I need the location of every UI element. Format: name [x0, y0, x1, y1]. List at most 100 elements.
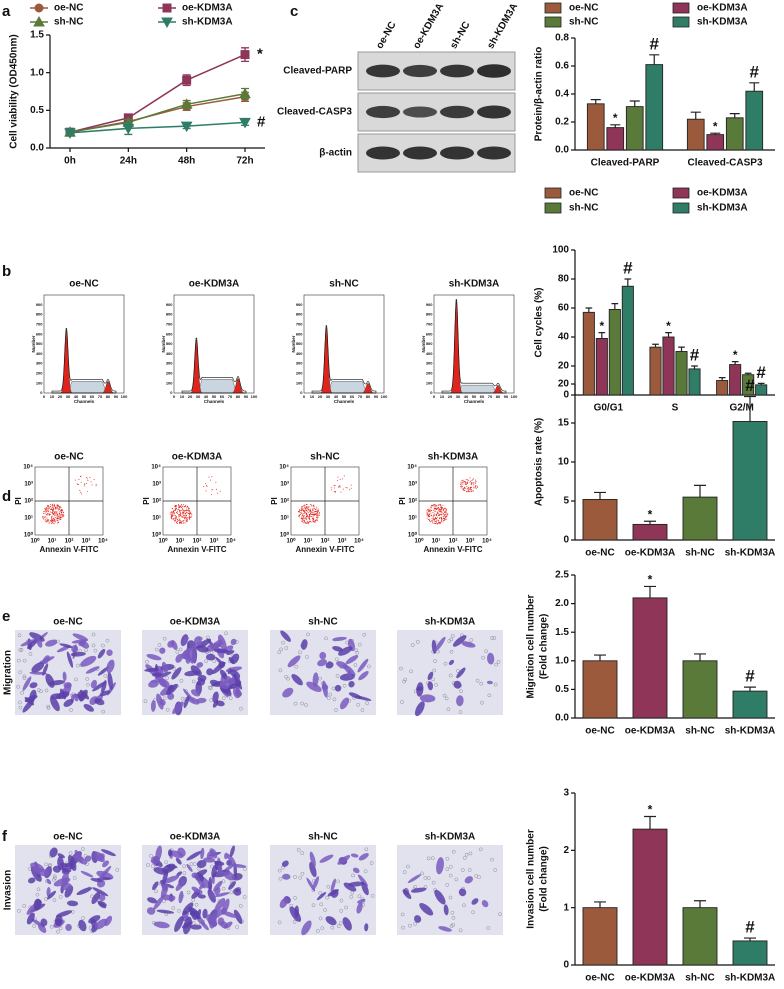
cell [319, 651, 327, 660]
scatter-dot [443, 507, 445, 509]
scatter-dot [313, 505, 315, 507]
error-bar [594, 901, 606, 908]
scatter-dot [467, 480, 469, 482]
pore [296, 847, 301, 852]
scatter-dot [46, 517, 48, 519]
scatter-y-tick: 10⁰ [280, 532, 290, 539]
scatter-dot [318, 509, 320, 511]
cell [427, 671, 434, 681]
scatter-dot [473, 482, 475, 484]
pore [324, 636, 328, 641]
pore [162, 636, 167, 641]
scatter-dot [464, 490, 466, 492]
pore [403, 677, 408, 682]
y-tick-label: 1.0 [30, 67, 44, 78]
cell [325, 661, 334, 669]
scatter-dot [59, 509, 61, 511]
pore [367, 664, 371, 669]
scatter-x-tick: 10³ [466, 538, 475, 545]
scatter-y-tick: 10² [152, 498, 161, 505]
pore [56, 929, 60, 934]
scatter-dot [315, 511, 317, 513]
pore [49, 924, 54, 929]
pore [458, 710, 463, 714]
scatter-dot [303, 515, 305, 517]
pore [370, 893, 375, 898]
scatter-dot [301, 521, 303, 523]
scatter-dot [439, 521, 441, 523]
scatter-dot [182, 513, 184, 515]
significance: # [623, 258, 633, 277]
pore [279, 647, 284, 652]
bar [608, 309, 621, 396]
scatter-dot [188, 515, 190, 517]
pore [165, 676, 169, 680]
scatter-dot [206, 486, 208, 488]
pore [462, 903, 466, 908]
scatter-x-tick: 10³ [338, 538, 347, 545]
scatter-y-tick: 10⁴ [407, 465, 417, 471]
scatter-dot [308, 518, 310, 520]
scatter-dot [469, 481, 471, 483]
scatter-dot [428, 516, 430, 518]
scatter-dot [305, 512, 307, 514]
y-axis-label: Invasion cell number [526, 829, 537, 929]
cell [196, 859, 207, 869]
scatter-dot [465, 487, 467, 489]
cell [70, 651, 86, 657]
scatter-dot [62, 510, 64, 512]
x-tick-label: 72h [236, 156, 253, 167]
histogram-y-tick: 500 [166, 341, 173, 346]
scatter-dot [182, 507, 184, 509]
scatter-dot [303, 521, 305, 523]
scatter-dot [472, 478, 474, 480]
scatter-dot [48, 512, 50, 514]
scatter-dot [440, 520, 442, 522]
pore [444, 696, 449, 701]
scatter-dot [57, 516, 59, 518]
scatter-dot [176, 515, 178, 517]
scatter-dot [314, 508, 316, 510]
cell [40, 918, 48, 927]
scatter-dot [316, 515, 318, 517]
pore [86, 682, 90, 687]
error-bar [691, 365, 698, 369]
scatter-dot [307, 511, 309, 513]
bar [582, 907, 618, 966]
histogram-y-tick: 700 [36, 321, 43, 326]
pore [446, 707, 451, 712]
cell [178, 890, 184, 904]
bar [621, 285, 634, 396]
scatter-dot [311, 521, 313, 523]
cell [42, 663, 49, 676]
scatter-dot [176, 522, 178, 524]
scatter-dot [471, 490, 473, 492]
cell [487, 652, 495, 665]
cell [427, 681, 434, 691]
scatter-dot [436, 522, 438, 524]
scatter-dot [445, 514, 447, 516]
point [122, 123, 135, 135]
scatter-dot [426, 517, 428, 519]
scatter-dot [80, 493, 82, 495]
pore [51, 877, 56, 882]
scatter-dot [43, 511, 45, 513]
scatter-dot [43, 516, 45, 518]
pore [38, 689, 43, 694]
cell [175, 879, 185, 891]
cell [486, 680, 493, 685]
scatter-dot [46, 514, 48, 516]
bar [745, 90, 764, 151]
scatter-dot [474, 486, 476, 488]
error-bar [694, 484, 706, 498]
pore [445, 867, 450, 871]
scatter-dot [95, 483, 97, 485]
scatter-dot [59, 507, 61, 509]
pore [353, 663, 358, 667]
scatter-dot [84, 483, 86, 485]
significance: * [599, 319, 604, 333]
scatter-dot [170, 517, 172, 519]
scatter-dot [179, 521, 181, 523]
scatter-x-label: Annexin V-FITC [423, 545, 482, 554]
scatter-dot [426, 510, 428, 512]
